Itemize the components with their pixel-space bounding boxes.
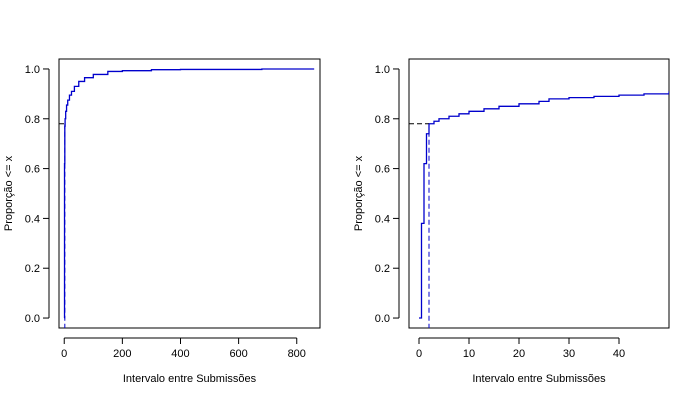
- plot-frame: [408, 58, 670, 329]
- ecdf-step-line: [63, 68, 315, 319]
- y-tick-label: 0.8: [25, 114, 40, 126]
- x-axis-title: Intervalo entre Submissões: [472, 373, 606, 385]
- y-axis-title: Proporção <= x: [353, 155, 365, 231]
- x-tick-label: 400: [171, 348, 189, 360]
- x-tick-label: 0: [61, 348, 67, 360]
- ecdf-step-line: [419, 91, 669, 319]
- y-tick-label: 0.2: [375, 263, 390, 275]
- ecdf-panel-full-range: 0 200 400 600 800 0.0 0.2 0.4 0.6 0.8 1.0 Intervalo…: [3, 58, 321, 385]
- y-tick-label: 0.8: [375, 114, 390, 126]
- x-tick-label: 200: [113, 348, 131, 360]
- y-tick-label: 0.0: [25, 313, 40, 325]
- x-tick-label: 0: [416, 348, 422, 360]
- x-tick-label: 10: [463, 348, 475, 360]
- y-axis-title: Proporção <= x: [3, 155, 15, 231]
- y-tick-label: 0.4: [375, 213, 390, 225]
- ecdf-panel-zoomed: 0 10 20 30 40 0.0 0.2 0.4 0.6 0.8 1.0 Intervalo ent…: [353, 58, 670, 385]
- y-tick-label: 1.0: [375, 64, 390, 76]
- x-axis-title: Intervalo entre Submissões: [123, 373, 257, 385]
- x-tick-label: 40: [613, 348, 625, 360]
- y-tick-label: 0.2: [25, 263, 40, 275]
- y-tick-label: 0.6: [375, 164, 390, 176]
- x-tick-label: 600: [229, 348, 247, 360]
- x-tick-label: 800: [288, 348, 306, 360]
- x-tick-label: 20: [513, 348, 525, 360]
- y-tick-label: 0.0: [375, 313, 390, 325]
- plot-frame: [58, 58, 321, 329]
- y-tick-label: 0.6: [25, 164, 40, 176]
- x-tick-label: 30: [563, 348, 575, 360]
- y-tick-label: 0.4: [25, 213, 40, 225]
- y-tick-label: 1.0: [25, 64, 40, 76]
